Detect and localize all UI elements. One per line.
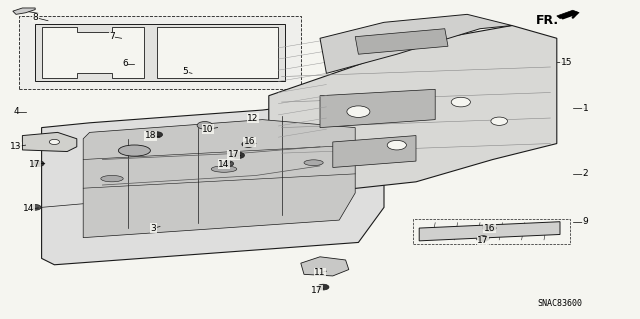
Text: FR.: FR. [536,14,559,27]
Circle shape [242,141,255,147]
Text: 4: 4 [13,107,19,116]
Circle shape [29,204,41,210]
Polygon shape [333,136,416,167]
Text: 7: 7 [109,32,115,41]
Text: 16: 16 [244,137,255,146]
Text: 6: 6 [122,59,127,68]
Text: 17: 17 [477,236,489,245]
Circle shape [347,106,370,117]
Polygon shape [557,10,579,19]
Polygon shape [157,27,278,78]
Circle shape [451,97,470,107]
Text: 14: 14 [23,204,35,213]
Text: 9: 9 [583,217,588,226]
Text: 11: 11 [314,268,326,277]
Polygon shape [301,257,349,276]
Circle shape [151,132,163,137]
Circle shape [232,152,244,159]
Text: 17: 17 [311,286,323,295]
Polygon shape [22,132,77,152]
Text: 10: 10 [202,125,214,134]
Text: 12: 12 [247,114,259,122]
Text: 8: 8 [33,13,38,22]
Text: 1: 1 [583,104,588,113]
Polygon shape [42,102,384,265]
Circle shape [317,284,329,290]
Ellipse shape [211,166,237,172]
Text: 15: 15 [561,58,572,67]
Circle shape [222,161,234,167]
Circle shape [477,236,489,241]
Polygon shape [320,14,512,73]
Text: 5: 5 [183,67,188,76]
Polygon shape [112,140,240,169]
Text: 3: 3 [151,224,156,233]
Text: 17: 17 [29,160,41,169]
Text: 2: 2 [583,169,588,178]
Ellipse shape [101,175,123,182]
Polygon shape [19,16,301,89]
Circle shape [49,139,60,145]
Circle shape [387,140,406,150]
Polygon shape [13,8,35,14]
Text: 14: 14 [218,160,230,169]
Circle shape [491,117,508,125]
Text: 17: 17 [228,150,239,159]
Polygon shape [355,29,448,54]
Polygon shape [269,26,557,198]
Circle shape [483,225,496,231]
Text: 16: 16 [484,224,495,233]
Circle shape [33,161,44,167]
Text: SNAC83600: SNAC83600 [538,299,582,308]
Polygon shape [42,27,144,78]
Circle shape [197,122,212,129]
Text: 13: 13 [10,142,22,151]
Polygon shape [419,222,560,241]
Text: 18: 18 [145,131,156,140]
Polygon shape [320,89,435,128]
Ellipse shape [304,160,323,166]
Polygon shape [35,24,285,81]
Ellipse shape [118,145,150,156]
Polygon shape [83,120,355,238]
